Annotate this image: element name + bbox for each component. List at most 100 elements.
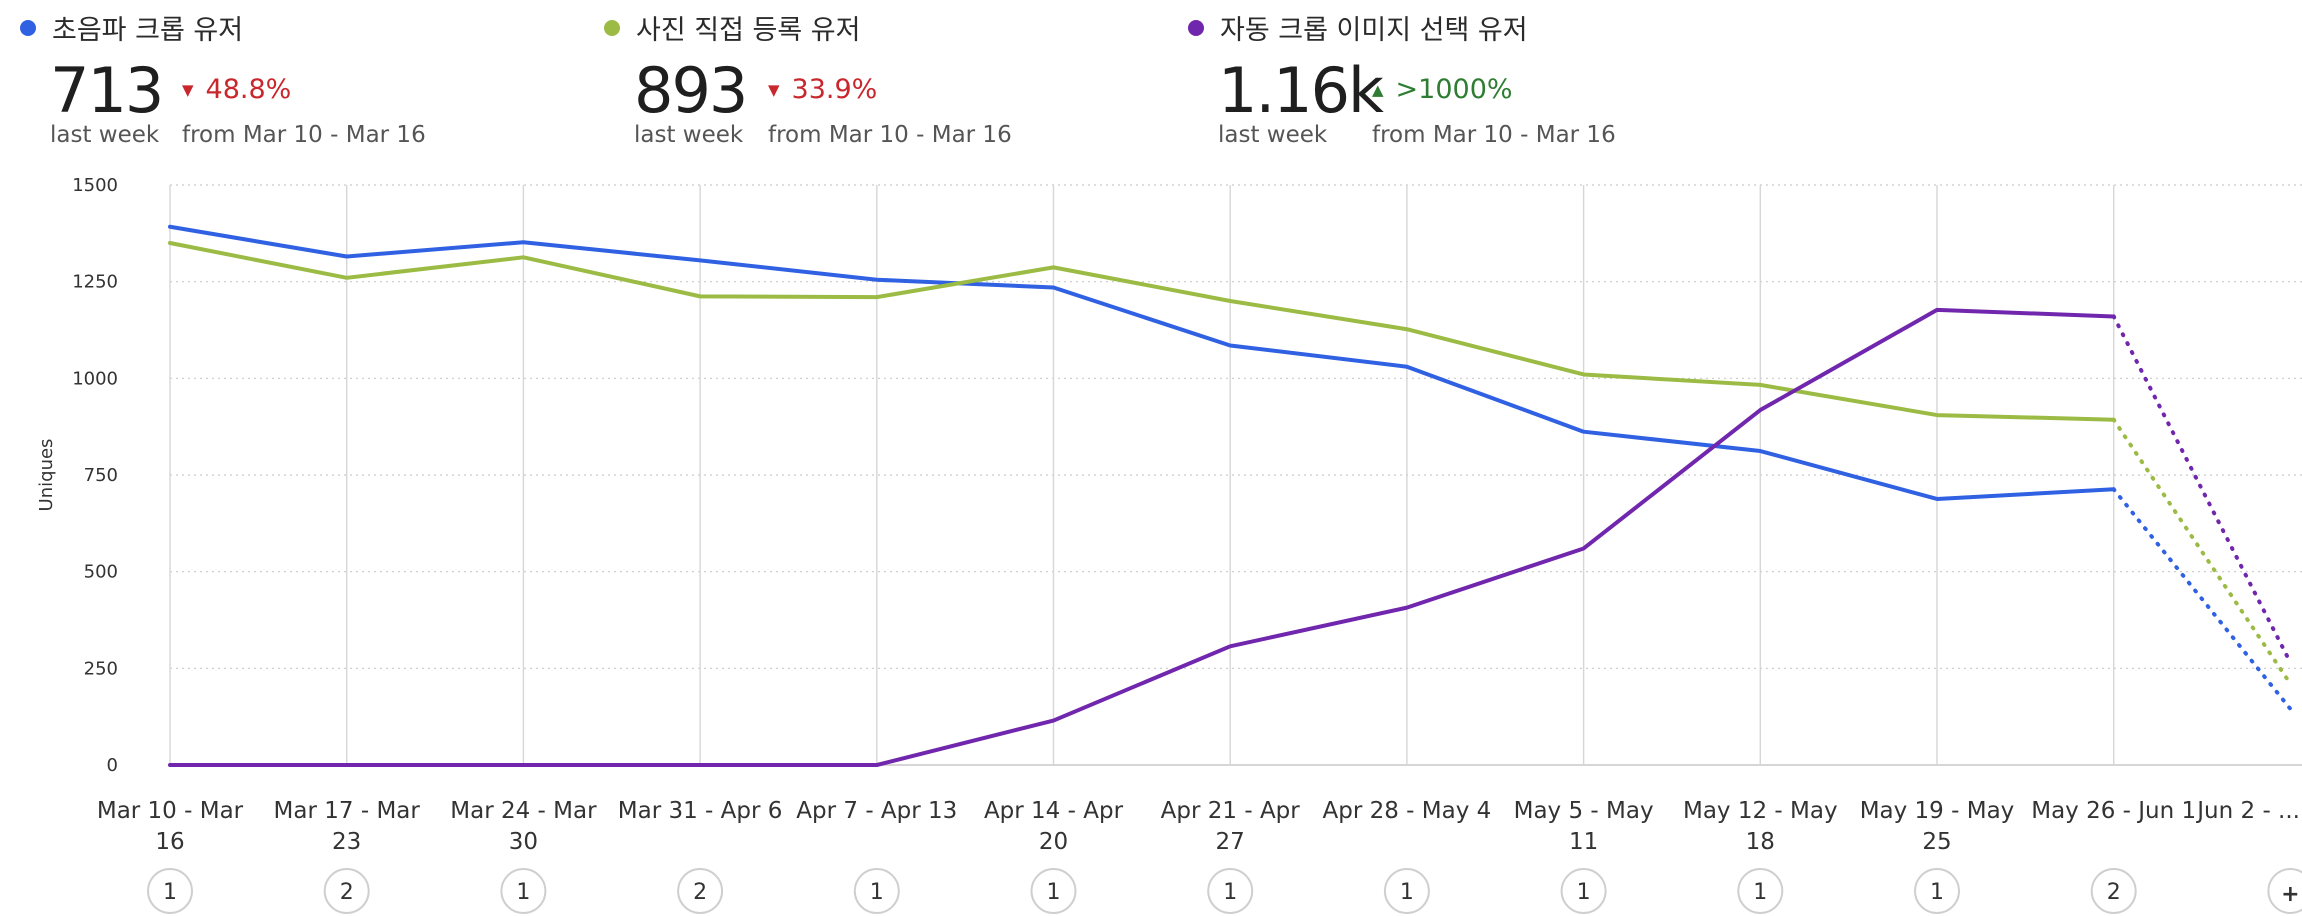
kpi-legend-label: 자동 크롭 이미지 선택 유저 bbox=[1220, 15, 1528, 46]
annotation-circle[interactable] bbox=[500, 868, 547, 914]
kpi-legend[interactable]: 자동 크롭 이미지 선택 유저 bbox=[1188, 8, 1808, 47]
annotation-marker[interactable]: 1 bbox=[500, 868, 547, 914]
x-tick-label: Apr 28 - May 4 bbox=[1323, 798, 1492, 824]
annotation-circle[interactable] bbox=[147, 868, 193, 914]
add-annotation-icon[interactable]: + bbox=[2281, 882, 2299, 907]
annotation-circle[interactable] bbox=[2090, 868, 2137, 914]
x-tick-label: Jun 2 - ... bbox=[2195, 798, 2300, 824]
legend-dot-icon bbox=[20, 19, 36, 36]
y-axis-ticks: 0 250 500 750 1000 1250 1500 bbox=[72, 175, 118, 776]
annotation-marker[interactable]: 1 bbox=[1030, 868, 1077, 914]
annotation-marker[interactable]: 1 bbox=[1560, 868, 1607, 914]
x-tick-line: May 26 - Jun 1 bbox=[2031, 798, 2196, 824]
x-tick-line: Mar 10 - Mar bbox=[97, 798, 244, 824]
kpi-legend[interactable]: 초음파 크롭 유저 bbox=[20, 8, 580, 47]
annotation-marker[interactable]: 1 bbox=[1914, 868, 1960, 914]
annotation-count[interactable]: 1 bbox=[870, 880, 884, 905]
annotation-count[interactable]: 1 bbox=[163, 880, 177, 905]
y-axis-label: Uniques bbox=[36, 439, 57, 512]
x-tick-line: 30 bbox=[509, 829, 538, 855]
x-tick-line: Apr 14 - Apr bbox=[984, 798, 1124, 824]
annotation-marker[interactable]: 2 bbox=[323, 868, 370, 914]
kpi-card-direct-photo[interactable]: 사진 직접 등록 유저 893 ▼ 33.9% last week from M… bbox=[604, 8, 1164, 158]
annotation-count[interactable]: 2 bbox=[693, 880, 707, 905]
annotation-marker[interactable]: 1 bbox=[853, 868, 900, 914]
kpi-change: ▼ 48.8% bbox=[182, 74, 291, 105]
annotation-marker[interactable]: 2 bbox=[677, 868, 724, 914]
x-tick-line: May 12 - May bbox=[1683, 798, 1838, 824]
x-tick-label: Mar 24 - Mar 30 bbox=[450, 798, 597, 855]
kpi-change-value: >1000% bbox=[1395, 74, 1513, 105]
x-tick-label: Mar 31 - Apr 6 bbox=[618, 798, 783, 824]
annotation-circle[interactable] bbox=[1560, 868, 1607, 914]
annotation-count[interactable]: 1 bbox=[1400, 880, 1414, 905]
kpi-legend-label: 초음파 크롭 유저 bbox=[52, 15, 244, 46]
legend-dot-icon bbox=[1188, 19, 1204, 36]
series-line-2 bbox=[168, 241, 2116, 422]
annotation-circle[interactable] bbox=[2267, 868, 2302, 914]
kpi-value: 1.16k bbox=[1218, 54, 1384, 127]
annotation-marker[interactable]: + bbox=[2267, 868, 2302, 914]
annotation-marker[interactable]: 1 bbox=[1207, 868, 1254, 914]
annotation-marker[interactable]: 2 bbox=[2090, 868, 2137, 914]
annotation-count[interactable]: 1 bbox=[1753, 880, 1767, 905]
x-tick-line: 18 bbox=[1746, 829, 1775, 855]
series-line-3 bbox=[168, 307, 2116, 767]
y-tick-label: 750 bbox=[84, 465, 118, 486]
kpi-change: ▲ >1000% bbox=[1372, 74, 1513, 105]
annotation-count[interactable]: 1 bbox=[516, 880, 530, 905]
x-tick-line: 25 bbox=[1922, 829, 1951, 855]
grid-lines bbox=[169, 184, 2302, 766]
x-axis-ticks: Mar 10 - Mar 16 Mar 17 - Mar 23 Mar 24 - Mar… bbox=[97, 798, 2300, 855]
annotation-count[interactable]: 1 bbox=[1577, 880, 1591, 905]
annotation-circle[interactable] bbox=[323, 868, 370, 914]
x-tick-label: May 26 - Jun 1 bbox=[2031, 798, 2196, 824]
annotation-count[interactable]: 2 bbox=[2107, 880, 2121, 905]
x-tick-label: Apr 14 - Apr 20 bbox=[984, 798, 1124, 855]
kpi-period: last week bbox=[1218, 122, 1328, 148]
annotation-circle[interactable] bbox=[1207, 868, 1254, 914]
annotation-count[interactable]: 2 bbox=[340, 880, 354, 905]
kpi-legend[interactable]: 사진 직접 등록 유저 bbox=[604, 8, 1164, 47]
x-tick-line: 27 bbox=[1216, 829, 1245, 855]
y-tick-label: 500 bbox=[84, 562, 118, 583]
x-tick-line: Apr 21 - Apr bbox=[1161, 798, 1301, 824]
kpi-value: 893 bbox=[634, 54, 748, 127]
legend-dot-icon bbox=[604, 19, 620, 36]
x-tick-line: May 19 - May bbox=[1860, 798, 2015, 824]
x-tick-line: 20 bbox=[1039, 829, 1068, 855]
y-tick-label: 0 bbox=[107, 755, 118, 776]
kpi-card-auto-crop[interactable]: 자동 크롭 이미지 선택 유저 1.16k ▲ >1000% last week… bbox=[1188, 8, 1808, 158]
x-tick-line: May 5 - May bbox=[1514, 798, 1654, 824]
kpi-from: from Mar 10 - Mar 16 bbox=[1372, 122, 1616, 148]
kpi-from: from Mar 10 - Mar 16 bbox=[768, 122, 1012, 148]
annotation-count[interactable]: 1 bbox=[1930, 880, 1944, 905]
kpi-card-ultrasound-crop[interactable]: 초음파 크롭 유저 713 ▼ 48.8% last week from Mar… bbox=[20, 8, 580, 158]
x-tick-label: May 19 - May 25 bbox=[1860, 798, 2015, 855]
caret-up-icon: ▲ bbox=[1372, 80, 1384, 99]
annotation-circle[interactable] bbox=[1383, 868, 1430, 914]
annotation-markers: 1 2 1 2 1 1 1 1 1 1 1 2 + bbox=[147, 868, 2302, 914]
annotation-marker[interactable]: 1 bbox=[147, 868, 193, 914]
x-tick-label: Mar 10 - Mar 16 bbox=[97, 798, 244, 855]
x-tick-line: Jun 2 - ... bbox=[2195, 798, 2300, 824]
x-tick-line: Mar 31 - Apr 6 bbox=[618, 798, 783, 824]
annotation-circle[interactable] bbox=[1030, 868, 1077, 914]
y-tick-label: 1500 bbox=[72, 175, 118, 196]
annotation-marker[interactable]: 1 bbox=[1383, 868, 1430, 914]
annotation-circle[interactable] bbox=[1914, 868, 1960, 914]
series-projection-2 bbox=[2111, 417, 2293, 686]
x-tick-line: Apr 28 - May 4 bbox=[1323, 798, 1492, 824]
annotation-count[interactable]: 1 bbox=[1223, 880, 1237, 905]
x-tick-label: May 12 - May 18 bbox=[1683, 798, 1838, 855]
annotation-circle[interactable] bbox=[1737, 868, 1784, 914]
annotation-marker[interactable]: 1 bbox=[1737, 868, 1784, 914]
annotation-circle[interactable] bbox=[677, 868, 724, 914]
x-tick-line: Mar 17 - Mar bbox=[274, 798, 421, 824]
kpi-change-value: 48.8% bbox=[205, 74, 292, 105]
x-tick-line: 11 bbox=[1569, 829, 1598, 855]
annotation-circle[interactable] bbox=[853, 868, 900, 914]
annotation-count[interactable]: 1 bbox=[1047, 880, 1061, 905]
